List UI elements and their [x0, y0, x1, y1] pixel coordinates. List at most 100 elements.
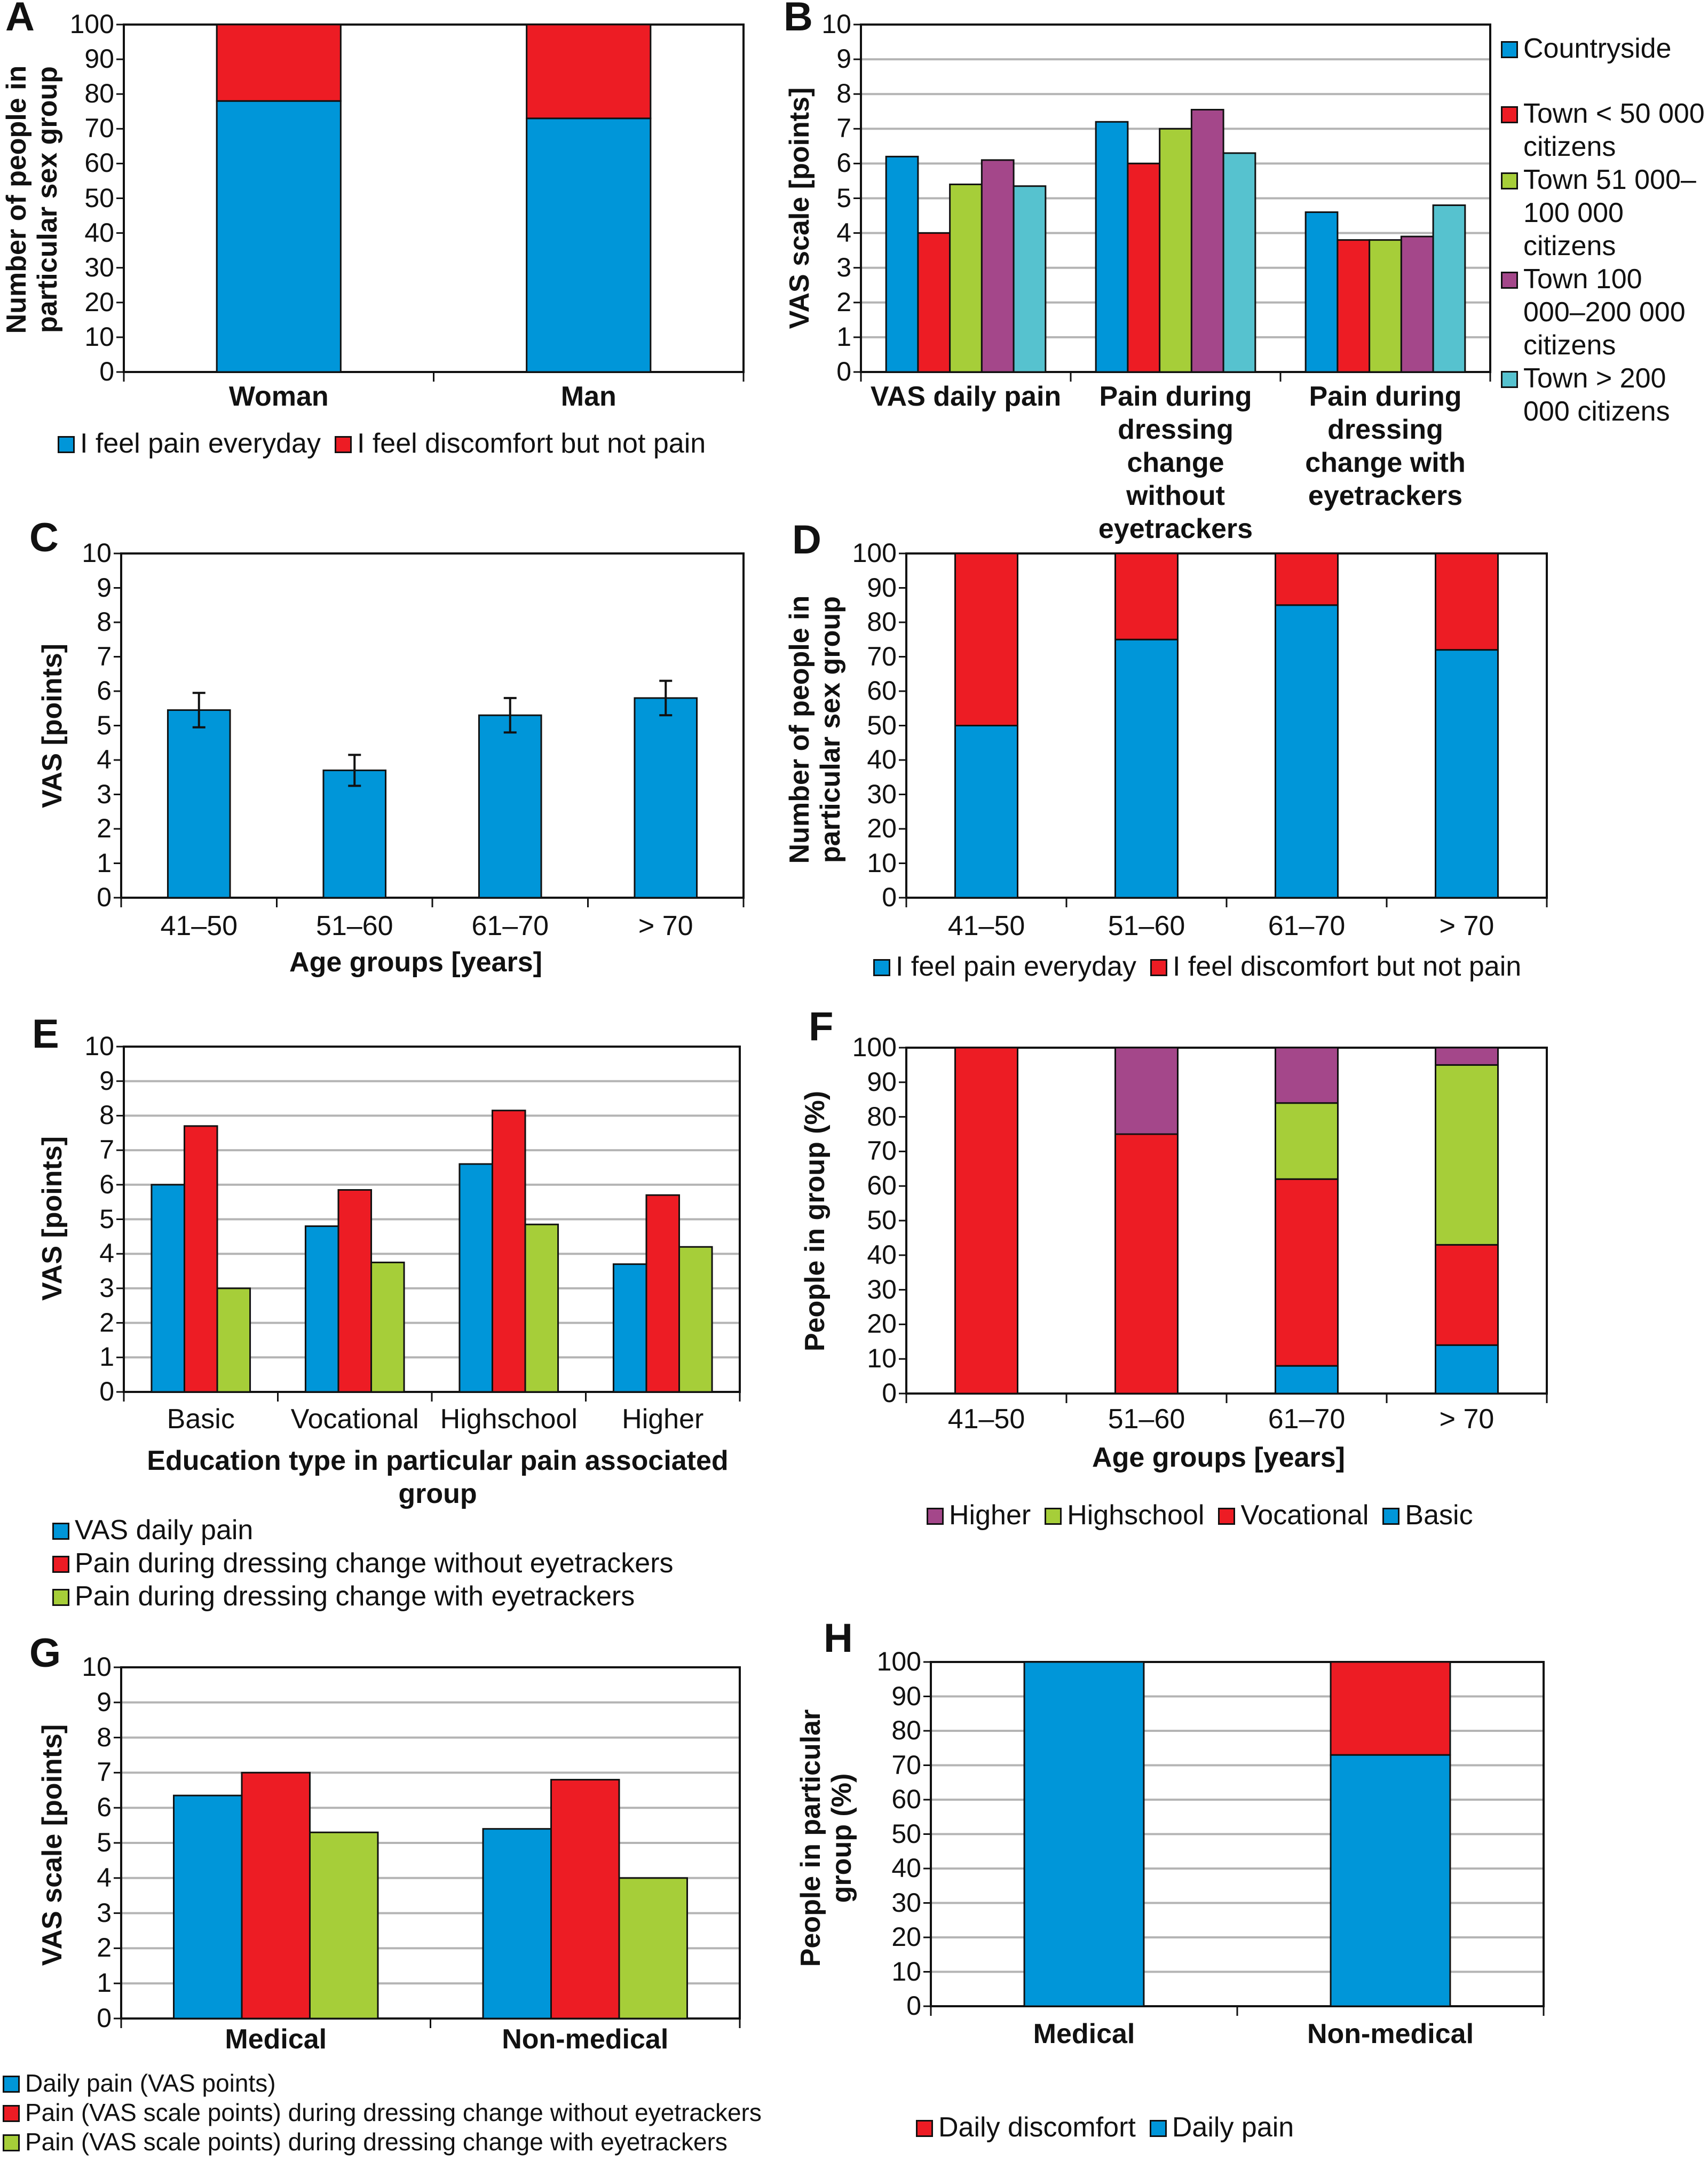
bar	[1095, 121, 1129, 373]
y-tick-label: 1	[836, 321, 851, 352]
y-tick-label: 30	[867, 779, 897, 809]
legend: Daily pain (VAS points) Pain (VAS scale p…	[3, 2069, 762, 2157]
bar	[1337, 239, 1371, 373]
legend: VAS daily pain Pain during dressing chang…	[52, 1514, 674, 1613]
bar	[241, 1771, 311, 2020]
bar-segment	[1275, 604, 1339, 899]
bar-segment	[1435, 649, 1499, 899]
bar	[980, 159, 1015, 373]
y-tick-label: 20	[84, 287, 114, 317]
y-tick-label: 40	[867, 1239, 897, 1270]
y-tick-label: 40	[84, 217, 114, 248]
legend-item: Countryside	[1501, 32, 1708, 65]
y-tick-label: 70	[891, 1750, 921, 1780]
y-tick-label: 60	[867, 676, 897, 706]
legend-label: VAS daily pain	[75, 1515, 254, 1546]
legend-label: Pain (VAS scale points) during dressing …	[25, 2099, 762, 2126]
x-category-label: Medical	[225, 2024, 327, 2055]
bar	[1013, 185, 1047, 373]
y-tick-label: 10	[84, 1031, 114, 1061]
panel-letter: D	[792, 517, 821, 563]
legend-swatch	[1501, 371, 1518, 388]
legend-swatch	[1218, 1508, 1236, 1525]
legend-label: I feel pain everyday	[80, 428, 321, 459]
legend-swatch	[1501, 172, 1518, 189]
bar	[1304, 211, 1339, 373]
x-category-label: 51–60	[315, 911, 393, 941]
y-tick-label: 40	[867, 745, 897, 774]
legend-label: Highschool	[1067, 1500, 1205, 1531]
y-tick-label: 0	[882, 882, 897, 912]
x-category-label: > 70	[1439, 1404, 1494, 1435]
legend-label: Pain (VAS scale points) during dressing …	[25, 2128, 728, 2156]
chart-a	[116, 23, 745, 382]
bar-segment	[216, 23, 342, 102]
legend: Higher Highschool Vocational Basic	[927, 1499, 1473, 1532]
bar-segment	[1435, 1047, 1499, 1066]
y-tick-label: 9	[97, 1687, 112, 1717]
bar	[1400, 235, 1434, 373]
y-tick-label: 7	[836, 113, 851, 144]
legend-swatch	[1501, 106, 1518, 123]
x-category-label: 61–70	[1268, 1404, 1346, 1435]
panel-letter: C	[29, 515, 59, 560]
y-tick-label: 60	[84, 148, 114, 178]
bar-segment	[1114, 552, 1179, 640]
bar-segment	[1114, 638, 1179, 899]
bar	[550, 1779, 620, 2020]
bar	[482, 1828, 552, 2020]
y-tick-label: 2	[836, 287, 851, 317]
y-tick-label: 2	[97, 1933, 112, 1963]
bar-segment	[1114, 1047, 1179, 1135]
panel-letter: G	[29, 1630, 61, 1676]
y-axis-title: People in particular group (%)	[795, 1709, 857, 1967]
y-axis-title: VAS [points]	[37, 1136, 68, 1301]
bar-segment	[526, 117, 652, 373]
x-category-label: Medical	[1033, 2018, 1135, 2049]
legend: Daily discomfort Daily pain	[916, 2111, 1294, 2144]
y-tick-label: 0	[882, 1378, 897, 1408]
legend-item: Daily pain	[1149, 2111, 1294, 2144]
legend-label: Daily pain (VAS points)	[25, 2069, 276, 2097]
legend-item: Pain (VAS scale points) during dressing …	[3, 2127, 762, 2157]
y-tick-label: 7	[99, 1135, 114, 1165]
y-tick-label: 70	[867, 1136, 897, 1166]
y-tick-label: 50	[867, 710, 897, 740]
bar-segment	[1435, 1064, 1499, 1246]
legend-label: Higher	[949, 1500, 1031, 1531]
legend-item: VAS daily pain	[52, 1514, 674, 1547]
legend-swatch	[1149, 2120, 1167, 2137]
bar-segment	[1435, 1344, 1499, 1395]
bar-segment	[1275, 1365, 1339, 1395]
y-tick-label: 0	[99, 357, 114, 386]
legend-label: Countryside	[1523, 33, 1672, 64]
bar	[183, 1125, 218, 1393]
y-tick-label: 30	[867, 1274, 897, 1304]
legend-item: Higher	[927, 1499, 1031, 1532]
legend-label: I feel discomfort but not pain	[357, 428, 706, 459]
y-tick-label: 50	[84, 183, 114, 213]
legend-item: Highschool	[1045, 1499, 1204, 1532]
bar-segment	[1435, 552, 1499, 651]
bar	[678, 1246, 713, 1393]
y-tick-label: 100	[876, 1647, 921, 1676]
y-tick-label: 2	[99, 1307, 114, 1337]
bar-segment	[1114, 1133, 1179, 1395]
chart-h	[923, 1661, 1545, 2016]
y-tick-label: 3	[97, 1897, 112, 1928]
y-tick-label: 100	[852, 1032, 897, 1062]
legend-item: Basic	[1382, 1499, 1473, 1532]
bar	[304, 1225, 339, 1393]
bar	[151, 1184, 185, 1393]
y-tick-label: 90	[84, 44, 114, 74]
bar	[216, 1287, 251, 1393]
bar-segment	[1275, 1047, 1339, 1104]
panel-letter: E	[32, 1011, 59, 1057]
legend-label: Town 100 000–200 000 citizens	[1523, 264, 1686, 361]
y-tick-label: 2	[97, 813, 112, 843]
x-category-label: 41–50	[947, 1404, 1025, 1435]
x-category-label: Pain during dressing change without eyet…	[1098, 381, 1253, 544]
legend: I feel pain everyday I feel discomfort bu…	[873, 950, 1521, 983]
y-tick-label: 9	[99, 1065, 114, 1096]
